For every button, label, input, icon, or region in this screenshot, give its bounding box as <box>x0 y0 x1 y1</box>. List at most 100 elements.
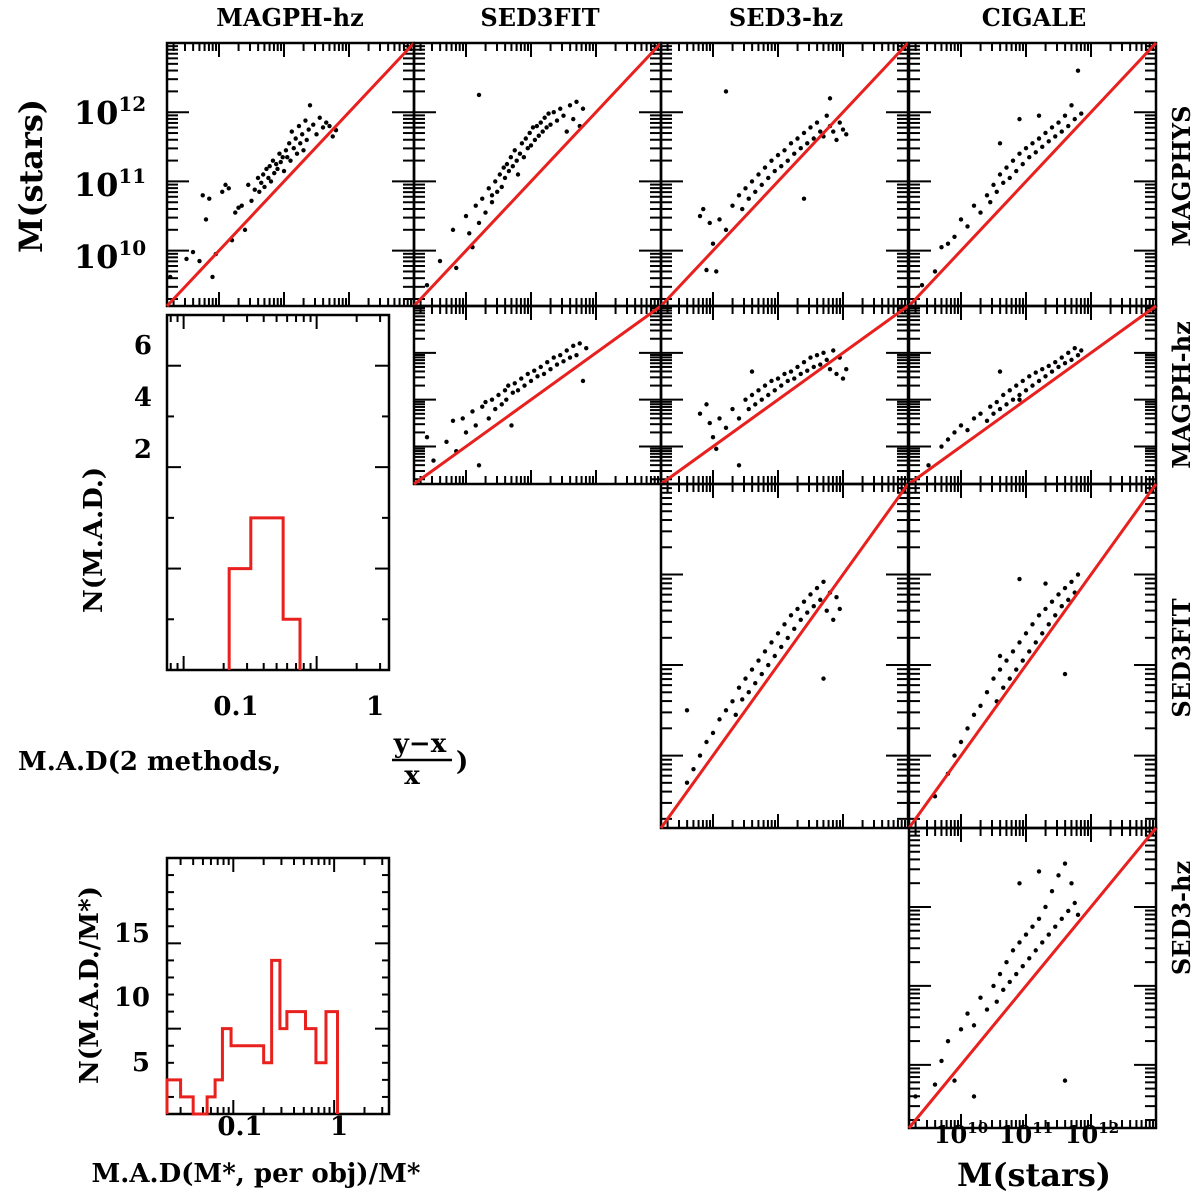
data-point <box>1072 900 1077 906</box>
data-point <box>723 227 729 233</box>
data-point <box>785 635 790 641</box>
data-point <box>1062 113 1068 118</box>
data-point <box>1056 364 1061 370</box>
hist2-y-tick-15: 15 <box>114 919 150 949</box>
data-point <box>281 168 287 174</box>
data-point <box>818 597 823 603</box>
data-point <box>1004 402 1009 407</box>
data-point <box>1062 585 1068 591</box>
data-point <box>997 667 1003 672</box>
data-point <box>536 133 541 138</box>
data-point <box>476 92 482 98</box>
mad-histogram <box>165 313 391 672</box>
data-point <box>926 463 931 468</box>
data-point <box>769 378 774 384</box>
data-point <box>808 125 813 130</box>
scatter-panel-magph-hz-vs-sed3fit <box>412 304 663 486</box>
identity-line <box>413 304 662 486</box>
data-point <box>723 425 729 430</box>
data-point <box>1075 352 1081 358</box>
data-point <box>978 703 983 708</box>
data-point <box>270 158 276 163</box>
scatter-panel-magph-hz-vs-cigale <box>907 304 1158 486</box>
data-point <box>717 416 722 421</box>
data-point <box>262 184 267 190</box>
scatter-panel-sed3fit-vs-cigale <box>907 482 1158 830</box>
data-point <box>704 267 709 273</box>
data-point <box>528 143 534 148</box>
data-point <box>1020 161 1025 167</box>
data-point <box>958 217 964 222</box>
data-point <box>504 397 509 402</box>
data-point <box>514 158 519 163</box>
data-point <box>821 579 826 584</box>
scatter-panel-magphys-vs-sed3-hz <box>659 41 910 308</box>
data-point <box>1053 924 1058 929</box>
data-point <box>756 172 761 177</box>
data-point <box>1059 916 1064 921</box>
data-point <box>1023 146 1029 151</box>
data-point <box>239 203 244 208</box>
data-point <box>278 159 283 165</box>
data-point <box>997 971 1003 977</box>
data-point <box>697 753 703 758</box>
x-tick-base: 10 <box>1065 1120 1098 1149</box>
identity-line <box>165 41 416 308</box>
data-point <box>184 256 189 262</box>
data-point <box>824 357 829 363</box>
scatter-panel-magphys-vs-cigale <box>907 41 1158 308</box>
data-point <box>704 739 709 745</box>
data-point <box>1075 68 1081 73</box>
data-point <box>561 113 566 118</box>
y-tick-base: 10 <box>74 94 119 132</box>
data-point <box>454 265 459 271</box>
data-point <box>997 406 1003 412</box>
data-point <box>506 383 511 388</box>
data-point <box>818 129 823 134</box>
data-point <box>548 367 553 372</box>
data-point <box>296 123 302 129</box>
data-point <box>1059 129 1064 134</box>
data-point <box>743 676 748 681</box>
data-point <box>1056 873 1061 878</box>
data-point <box>301 148 306 153</box>
data-point <box>762 383 768 388</box>
data-point <box>971 712 977 718</box>
data-point <box>952 234 957 239</box>
data-point <box>1033 640 1038 645</box>
data-point <box>1030 924 1035 929</box>
x-tick-exponent: 10 <box>967 1119 988 1137</box>
data-point <box>1023 932 1029 937</box>
data-point <box>782 622 787 627</box>
data-point <box>540 129 545 134</box>
scatter-panel-magphys-vs-sed3fit <box>412 41 663 308</box>
data-point <box>805 141 810 146</box>
data-point <box>759 397 764 402</box>
data-point <box>291 146 296 151</box>
data-point <box>1066 908 1071 914</box>
data-point <box>978 411 983 416</box>
data-point <box>534 123 540 129</box>
data-point <box>444 439 449 445</box>
data-point <box>1017 640 1022 645</box>
data-point <box>736 416 742 421</box>
data-point <box>1004 658 1009 663</box>
data-point <box>1043 130 1048 136</box>
data-point <box>952 1078 957 1083</box>
data-point <box>792 626 797 632</box>
data-point <box>939 1058 944 1064</box>
data-point <box>1075 572 1081 577</box>
data-point <box>1053 613 1058 618</box>
data-point <box>274 161 279 167</box>
scatter-panel-magph-hz-vs-sed3-hz <box>659 304 910 486</box>
data-point <box>1040 367 1045 372</box>
data-point <box>844 132 849 137</box>
data-point <box>493 179 498 184</box>
y-tick-base: 10 <box>74 166 119 204</box>
data-point <box>480 196 485 201</box>
data-point <box>753 680 758 686</box>
data-point <box>525 371 530 377</box>
data-point <box>965 1011 970 1016</box>
data-point <box>473 423 478 428</box>
column-label-magph-hz: MAGPH-hz <box>216 3 363 32</box>
